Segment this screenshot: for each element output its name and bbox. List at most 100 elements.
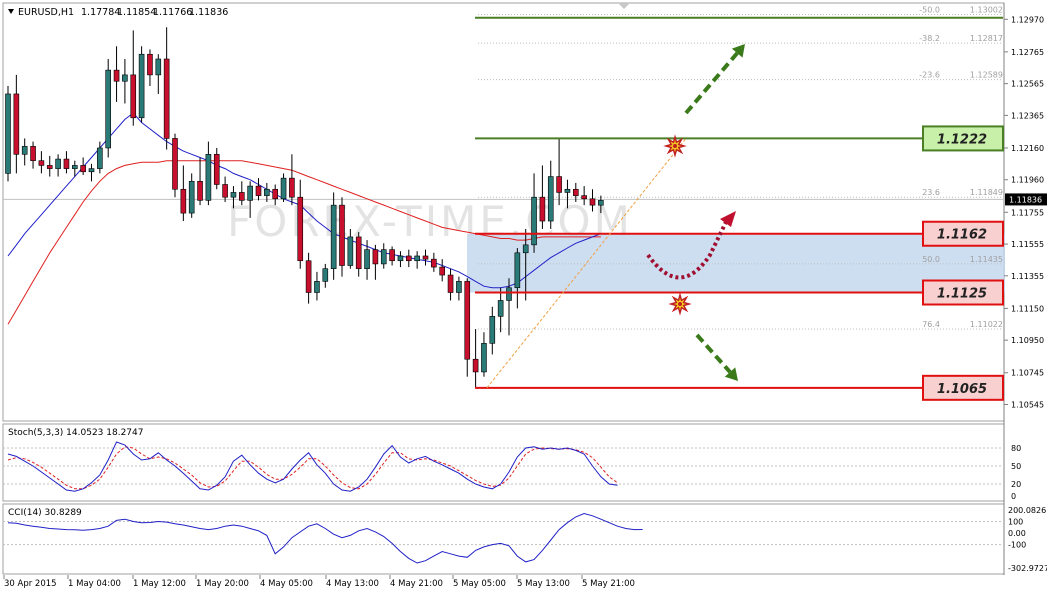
candle-body bbox=[564, 188, 571, 193]
candle-body bbox=[113, 69, 120, 82]
candle-body bbox=[289, 177, 295, 198]
candle bbox=[355, 232, 362, 277]
candle bbox=[247, 181, 253, 218]
cci-tick-label: -100 bbox=[1008, 541, 1026, 550]
bounce-arrow-icon bbox=[646, 211, 736, 280]
candle bbox=[46, 155, 53, 177]
candle-body bbox=[472, 358, 479, 373]
candle bbox=[364, 240, 370, 280]
candle-body bbox=[456, 281, 462, 293]
level-label-box bbox=[922, 374, 1004, 401]
candle bbox=[472, 329, 479, 388]
candle bbox=[88, 163, 95, 182]
candle bbox=[330, 192, 337, 280]
candle bbox=[380, 243, 387, 269]
cci-label: CCI(14) 30.8289 bbox=[8, 508, 82, 518]
candle-body bbox=[414, 255, 420, 262]
candle bbox=[447, 268, 454, 301]
candle bbox=[38, 151, 45, 174]
candle bbox=[138, 46, 145, 123]
dropdown-triangle-icon[interactable] bbox=[8, 9, 14, 14]
cci-pane: 200.0826 100 0.00 -100 -302.9727 bbox=[3, 506, 1047, 573]
burst-icon bbox=[663, 134, 687, 158]
price-tick-label: 1.12365 bbox=[1011, 111, 1044, 120]
candle bbox=[314, 271, 320, 301]
fib-label: 50.0 bbox=[922, 255, 940, 264]
candle bbox=[422, 249, 429, 266]
symbol-label: EURUSD,H1 bbox=[18, 7, 74, 18]
candle-body bbox=[464, 281, 471, 360]
candle-body bbox=[506, 287, 512, 301]
time-tick-label: 5 May 13:00 bbox=[517, 579, 570, 589]
candle bbox=[522, 228, 529, 301]
candle-body bbox=[272, 188, 279, 200]
candle bbox=[322, 263, 329, 288]
candle bbox=[547, 160, 554, 229]
shift-marker-icon[interactable] bbox=[618, 3, 630, 9]
candle-body bbox=[322, 268, 329, 282]
price-tick-label: 1.11555 bbox=[1011, 240, 1044, 249]
candle bbox=[514, 248, 521, 309]
fibonacci-levels: -50.0 1.13002 -38.2 1.12817 -23.6 1.12589 23.6… bbox=[3, 6, 1004, 330]
candle-body bbox=[405, 255, 412, 262]
level-label: 1.1065 bbox=[937, 382, 987, 397]
candle bbox=[439, 259, 446, 282]
candle-body bbox=[439, 266, 446, 276]
candle bbox=[556, 138, 562, 206]
candle-body bbox=[155, 58, 162, 76]
level-label-box bbox=[922, 279, 1004, 306]
candle-body bbox=[138, 53, 145, 119]
current-price-label: 1.11836 bbox=[1009, 195, 1042, 204]
support-zone-rect bbox=[467, 233, 1005, 293]
candle bbox=[172, 133, 178, 198]
candles bbox=[5, 27, 604, 388]
candle bbox=[389, 246, 395, 266]
candle bbox=[5, 86, 11, 182]
stoch-tick-label: 80 bbox=[1011, 444, 1021, 453]
price-tick-label: 1.10745 bbox=[1011, 369, 1044, 378]
candle bbox=[239, 181, 245, 206]
price-tick-label: 1.10545 bbox=[1011, 400, 1044, 409]
fib-price: 1.12817 bbox=[970, 34, 1003, 43]
symbol-header[interactable]: EURUSD,H1 1.17784 1.11854 1.11766 1.1183… bbox=[8, 7, 228, 18]
candle-body bbox=[105, 69, 111, 149]
candle bbox=[105, 59, 111, 158]
candle-body bbox=[572, 188, 579, 196]
stochastic-pane: 80 50 20 0 bbox=[3, 441, 1021, 501]
candle bbox=[531, 173, 537, 253]
candle-body bbox=[314, 281, 320, 293]
bounce-arrow-head bbox=[720, 211, 736, 227]
fib-label: -23.6 bbox=[919, 71, 940, 80]
candle bbox=[205, 141, 212, 206]
key-levels: 1.1222 1.1162 1.1125 1.1065 bbox=[475, 16, 1004, 401]
candle-body bbox=[397, 255, 404, 262]
candle bbox=[405, 249, 412, 268]
stoch-tick-label: 20 bbox=[1011, 480, 1021, 489]
ohlc-low: 1.11766 bbox=[153, 7, 192, 18]
candle-body bbox=[497, 300, 504, 317]
price-tick-label: 1.10950 bbox=[1011, 336, 1044, 345]
candle-body bbox=[581, 195, 587, 200]
candle bbox=[122, 59, 128, 104]
candle-body bbox=[489, 316, 496, 344]
fib-price: 1.11849 bbox=[970, 188, 1003, 197]
candle-body bbox=[55, 158, 61, 169]
candle-body bbox=[330, 204, 337, 269]
candle bbox=[280, 173, 287, 202]
candle-body bbox=[188, 181, 195, 214]
candle bbox=[222, 176, 228, 202]
fib-price: 1.11435 bbox=[970, 255, 1003, 264]
candle-body bbox=[481, 343, 487, 373]
stoch-tick-label: 50 bbox=[1011, 462, 1021, 471]
level-label-box bbox=[922, 220, 1004, 247]
candle-body bbox=[72, 165, 78, 169]
candle-body bbox=[339, 204, 345, 266]
down-arrow-icon-head bbox=[724, 367, 738, 381]
candle bbox=[180, 165, 187, 222]
candle-body bbox=[389, 249, 395, 262]
candle-body bbox=[355, 236, 362, 269]
cci-tick-label: -302.9727 bbox=[1008, 564, 1047, 573]
candle bbox=[572, 182, 579, 202]
